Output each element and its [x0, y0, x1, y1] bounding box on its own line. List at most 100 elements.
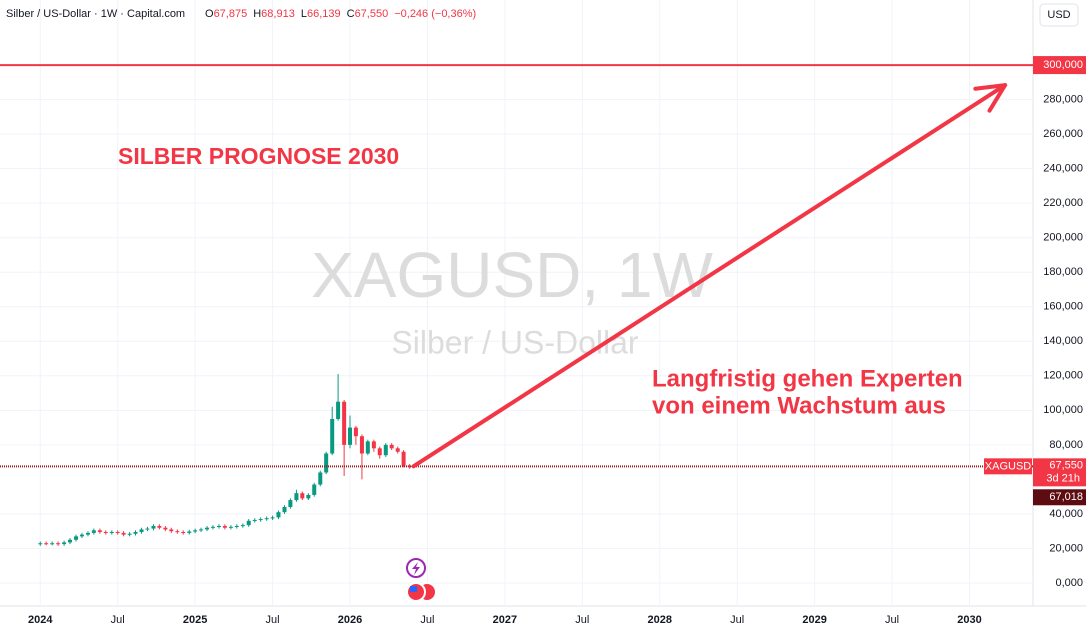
candle-body — [252, 519, 257, 521]
candle-body — [56, 543, 61, 545]
candle-body — [181, 532, 186, 534]
candle-body — [74, 536, 79, 540]
x-tick-label: Jul — [885, 614, 899, 626]
candle-body — [103, 532, 108, 534]
candle-body — [79, 534, 84, 537]
ohlc-label: C — [347, 8, 355, 20]
x-tick-label: 2026 — [338, 614, 362, 626]
symbol-info: Silber / US-Dollar · 1W · Capital.com — [6, 8, 185, 20]
x-tick-label: 2029 — [802, 614, 826, 626]
candle-body — [383, 444, 388, 456]
ohlc-value: 67,875 — [214, 8, 248, 20]
candle-body — [175, 531, 180, 533]
candle-body — [68, 539, 73, 543]
symbol-label-box — [984, 458, 1032, 475]
candle-body — [395, 448, 400, 452]
candle-body — [294, 493, 299, 501]
x-tick-label: 2025 — [183, 614, 207, 626]
candle-body — [151, 525, 156, 529]
ohlc: O67,875 H68,913 L66,139 C67,550 −0,246 (−0,3… — [205, 8, 476, 20]
candle-body — [50, 543, 55, 545]
candle-body — [264, 518, 269, 520]
candle-body — [228, 526, 233, 528]
candle-body — [389, 444, 394, 449]
y-tick-label: 140,000 — [1043, 335, 1083, 347]
candle-body — [121, 532, 126, 535]
ohlc-value: 66,139 — [307, 8, 341, 20]
candle-body — [359, 436, 364, 454]
candle-body — [157, 525, 162, 528]
candle-body — [306, 494, 311, 499]
candle-body — [222, 525, 227, 528]
x-tick-label: 2030 — [957, 614, 981, 626]
y-tick-label: 20,000 — [1049, 542, 1083, 554]
title: SILBER PROGNOSE 2030 — [118, 143, 399, 169]
y-tick-label: 0,000 — [1055, 577, 1083, 589]
candle-body — [44, 543, 49, 545]
y-tick-label: 100,000 — [1043, 404, 1083, 416]
price-label: 300,000 — [1043, 59, 1083, 71]
y-tick-label: 260,000 — [1043, 128, 1083, 140]
candle-body — [246, 520, 251, 526]
arrow-head — [973, 83, 1008, 113]
ohlc-label: O — [205, 8, 214, 20]
x-tick-label: Jul — [111, 614, 125, 626]
candle-body — [342, 401, 347, 445]
y-tick-label: 120,000 — [1043, 370, 1083, 382]
candle-body — [371, 441, 376, 449]
prev-close-box — [1033, 489, 1086, 506]
candle-body — [193, 530, 198, 532]
x-tick-label: 2024 — [28, 614, 53, 626]
candle-body — [336, 401, 341, 419]
x-tick-label: 2028 — [648, 614, 672, 626]
candle-body — [127, 533, 132, 535]
prev-close-label: 67,018 — [1049, 491, 1083, 503]
currency-button[interactable] — [1039, 3, 1079, 27]
candle-body — [288, 500, 293, 507]
candle-body — [38, 543, 43, 545]
event-icon — [412, 562, 420, 575]
x-tick-label: Jul — [266, 614, 280, 626]
candle-body — [85, 532, 90, 535]
candle-body — [318, 472, 323, 485]
candle-body — [109, 532, 114, 534]
y-tick-label: 180,000 — [1043, 266, 1083, 278]
y-tick-label: 160,000 — [1043, 301, 1083, 313]
candle-body — [324, 453, 329, 473]
candle-body — [401, 451, 406, 466]
x-tick-label: Jul — [420, 614, 434, 626]
y-tick-label: 200,000 — [1043, 232, 1083, 244]
countdown: 3d 21h — [1046, 472, 1080, 484]
candle-body — [234, 525, 239, 527]
x-tick-label: Jul — [730, 614, 744, 626]
candle-body — [97, 530, 102, 533]
annotation: Langfristig gehen Experten — [652, 365, 963, 392]
y-tick-label: 280,000 — [1043, 94, 1083, 106]
ohlc-label: H — [253, 8, 261, 20]
change: −0,246 (−0,36%) — [394, 8, 476, 20]
candle-body — [187, 531, 192, 533]
x-tick-label: Jul — [575, 614, 589, 626]
candle-body — [163, 527, 168, 530]
ohlc-label: L — [301, 8, 307, 20]
candle-body — [139, 529, 144, 533]
candle-body — [377, 448, 382, 456]
y-tick-label: 80,000 — [1049, 439, 1083, 451]
y-tick-label: 240,000 — [1043, 163, 1083, 175]
candle-body — [62, 542, 67, 545]
ohlc-value: 67,550 — [355, 8, 389, 20]
candle-body — [330, 418, 335, 454]
candle-body — [276, 512, 281, 518]
candle-body — [199, 529, 204, 531]
price-label-box — [1033, 56, 1086, 75]
candle-body — [205, 527, 210, 530]
currency[interactable]: USD — [1047, 9, 1070, 21]
watermark-description: Silber / US-Dollar — [391, 324, 639, 360]
candle-body — [353, 427, 358, 437]
candle-body — [312, 484, 317, 495]
candle-body — [210, 526, 215, 528]
candle-body — [145, 528, 150, 530]
candle-body — [216, 525, 221, 527]
candle-body — [365, 441, 370, 454]
